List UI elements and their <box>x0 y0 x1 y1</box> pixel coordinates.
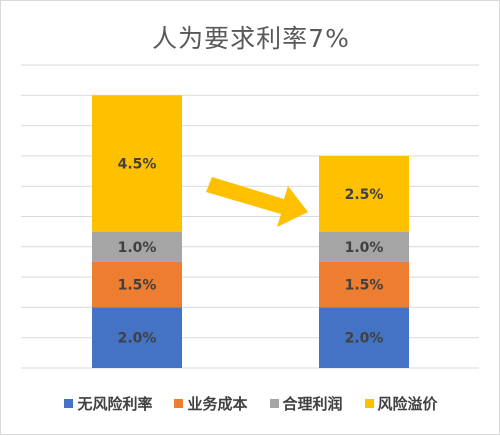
data-label: 4.5% <box>118 156 157 172</box>
bar-segment <box>319 155 409 232</box>
legend-label: 合理利润 <box>282 395 343 413</box>
bar-segment <box>319 307 409 368</box>
bar-segment <box>319 261 409 308</box>
data-label: 2.0% <box>118 331 157 347</box>
data-label: 2.0% <box>345 331 384 347</box>
data-label: 1.5% <box>345 278 384 294</box>
arrow-shape <box>206 177 308 227</box>
data-label: 1.0% <box>345 240 384 256</box>
legend-item: 业务成本 <box>174 393 248 414</box>
legend-swatch <box>174 399 184 408</box>
legend-item: 风险溢价 <box>364 393 438 414</box>
legend-label: 业务成本 <box>187 395 248 413</box>
legend-item: 无风险利率 <box>64 393 152 414</box>
bar-segment <box>92 261 182 308</box>
annotation-arrow <box>206 177 308 227</box>
legend-label: 风险溢价 <box>377 395 438 413</box>
bar-segment <box>92 95 182 232</box>
data-label: 2.5% <box>345 187 384 203</box>
legend-swatch <box>269 399 279 408</box>
bar-segment <box>92 231 182 262</box>
data-label: 1.5% <box>118 278 157 294</box>
gridlines <box>21 64 479 369</box>
legend-label: 无风险利率 <box>77 395 153 413</box>
bar-segment <box>92 307 182 368</box>
chart-title: 人为要求利率7% <box>152 24 350 53</box>
legend-item: 合理利润 <box>269 393 343 414</box>
legend-swatch <box>364 399 374 408</box>
data-label: 1.0% <box>118 240 157 256</box>
legend-swatch <box>64 399 74 408</box>
legend: 无风险利率 业务成本 合理利润 风险溢价 <box>1 393 500 414</box>
bars: 2.0% 1.5% 1.0% 4.5% 2.0% 1.5% 1.0% 2.5% <box>92 95 409 368</box>
bar-segment <box>319 231 409 262</box>
